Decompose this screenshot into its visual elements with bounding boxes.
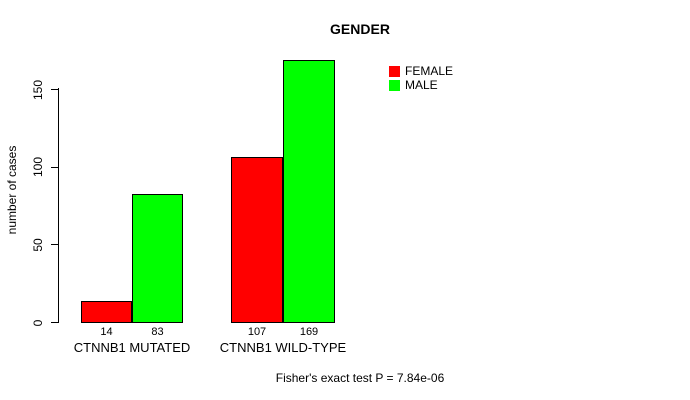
bar-male-group-1 [132, 193, 183, 323]
legend-swatch-female-icon [389, 65, 400, 77]
bar-value-label-male-wildtype: 169 [299, 326, 319, 338]
legend-label-male: MALE [405, 78, 438, 92]
x-category-label-wildtype: CTNNB1 WILD-TYPE [219, 340, 347, 355]
legend-label-female: FEMALE [405, 64, 454, 78]
legend-item-female: FEMALE [389, 65, 453, 77]
y-tick-mark [51, 166, 58, 168]
y-tick-label: 50 [31, 238, 45, 252]
bar-female-group-1 [81, 300, 132, 323]
legend-item-male: MALE [389, 79, 453, 91]
y-tick-mark [51, 89, 58, 90]
y-tick-label: 100 [31, 157, 45, 178]
bar-male-group-2 [283, 59, 335, 323]
x-category-label-mutated: CTNNB1 MUTATED [73, 340, 191, 355]
legend: FEMALE MALE [389, 65, 453, 91]
bar-value-label-female-mutated: 14 [100, 326, 113, 338]
chart-title: GENDER [330, 21, 390, 37]
bar-female-group-2 [231, 156, 283, 323]
bar-value-label-female-wildtype: 107 [247, 326, 267, 338]
y-axis-line [58, 88, 59, 323]
y-tick-mark [51, 244, 58, 246]
annotation-fisher-test: Fisher's exact test P = 7.84e-06 [275, 371, 445, 385]
legend-swatch-male-icon [389, 79, 400, 91]
y-tick-mark [51, 322, 58, 323]
y-tick-label: 150 [31, 79, 45, 100]
bar-value-label-male-mutated: 83 [151, 326, 164, 338]
y-axis-label: number of cases [5, 145, 19, 235]
y-tick-label: 0 [31, 319, 45, 326]
